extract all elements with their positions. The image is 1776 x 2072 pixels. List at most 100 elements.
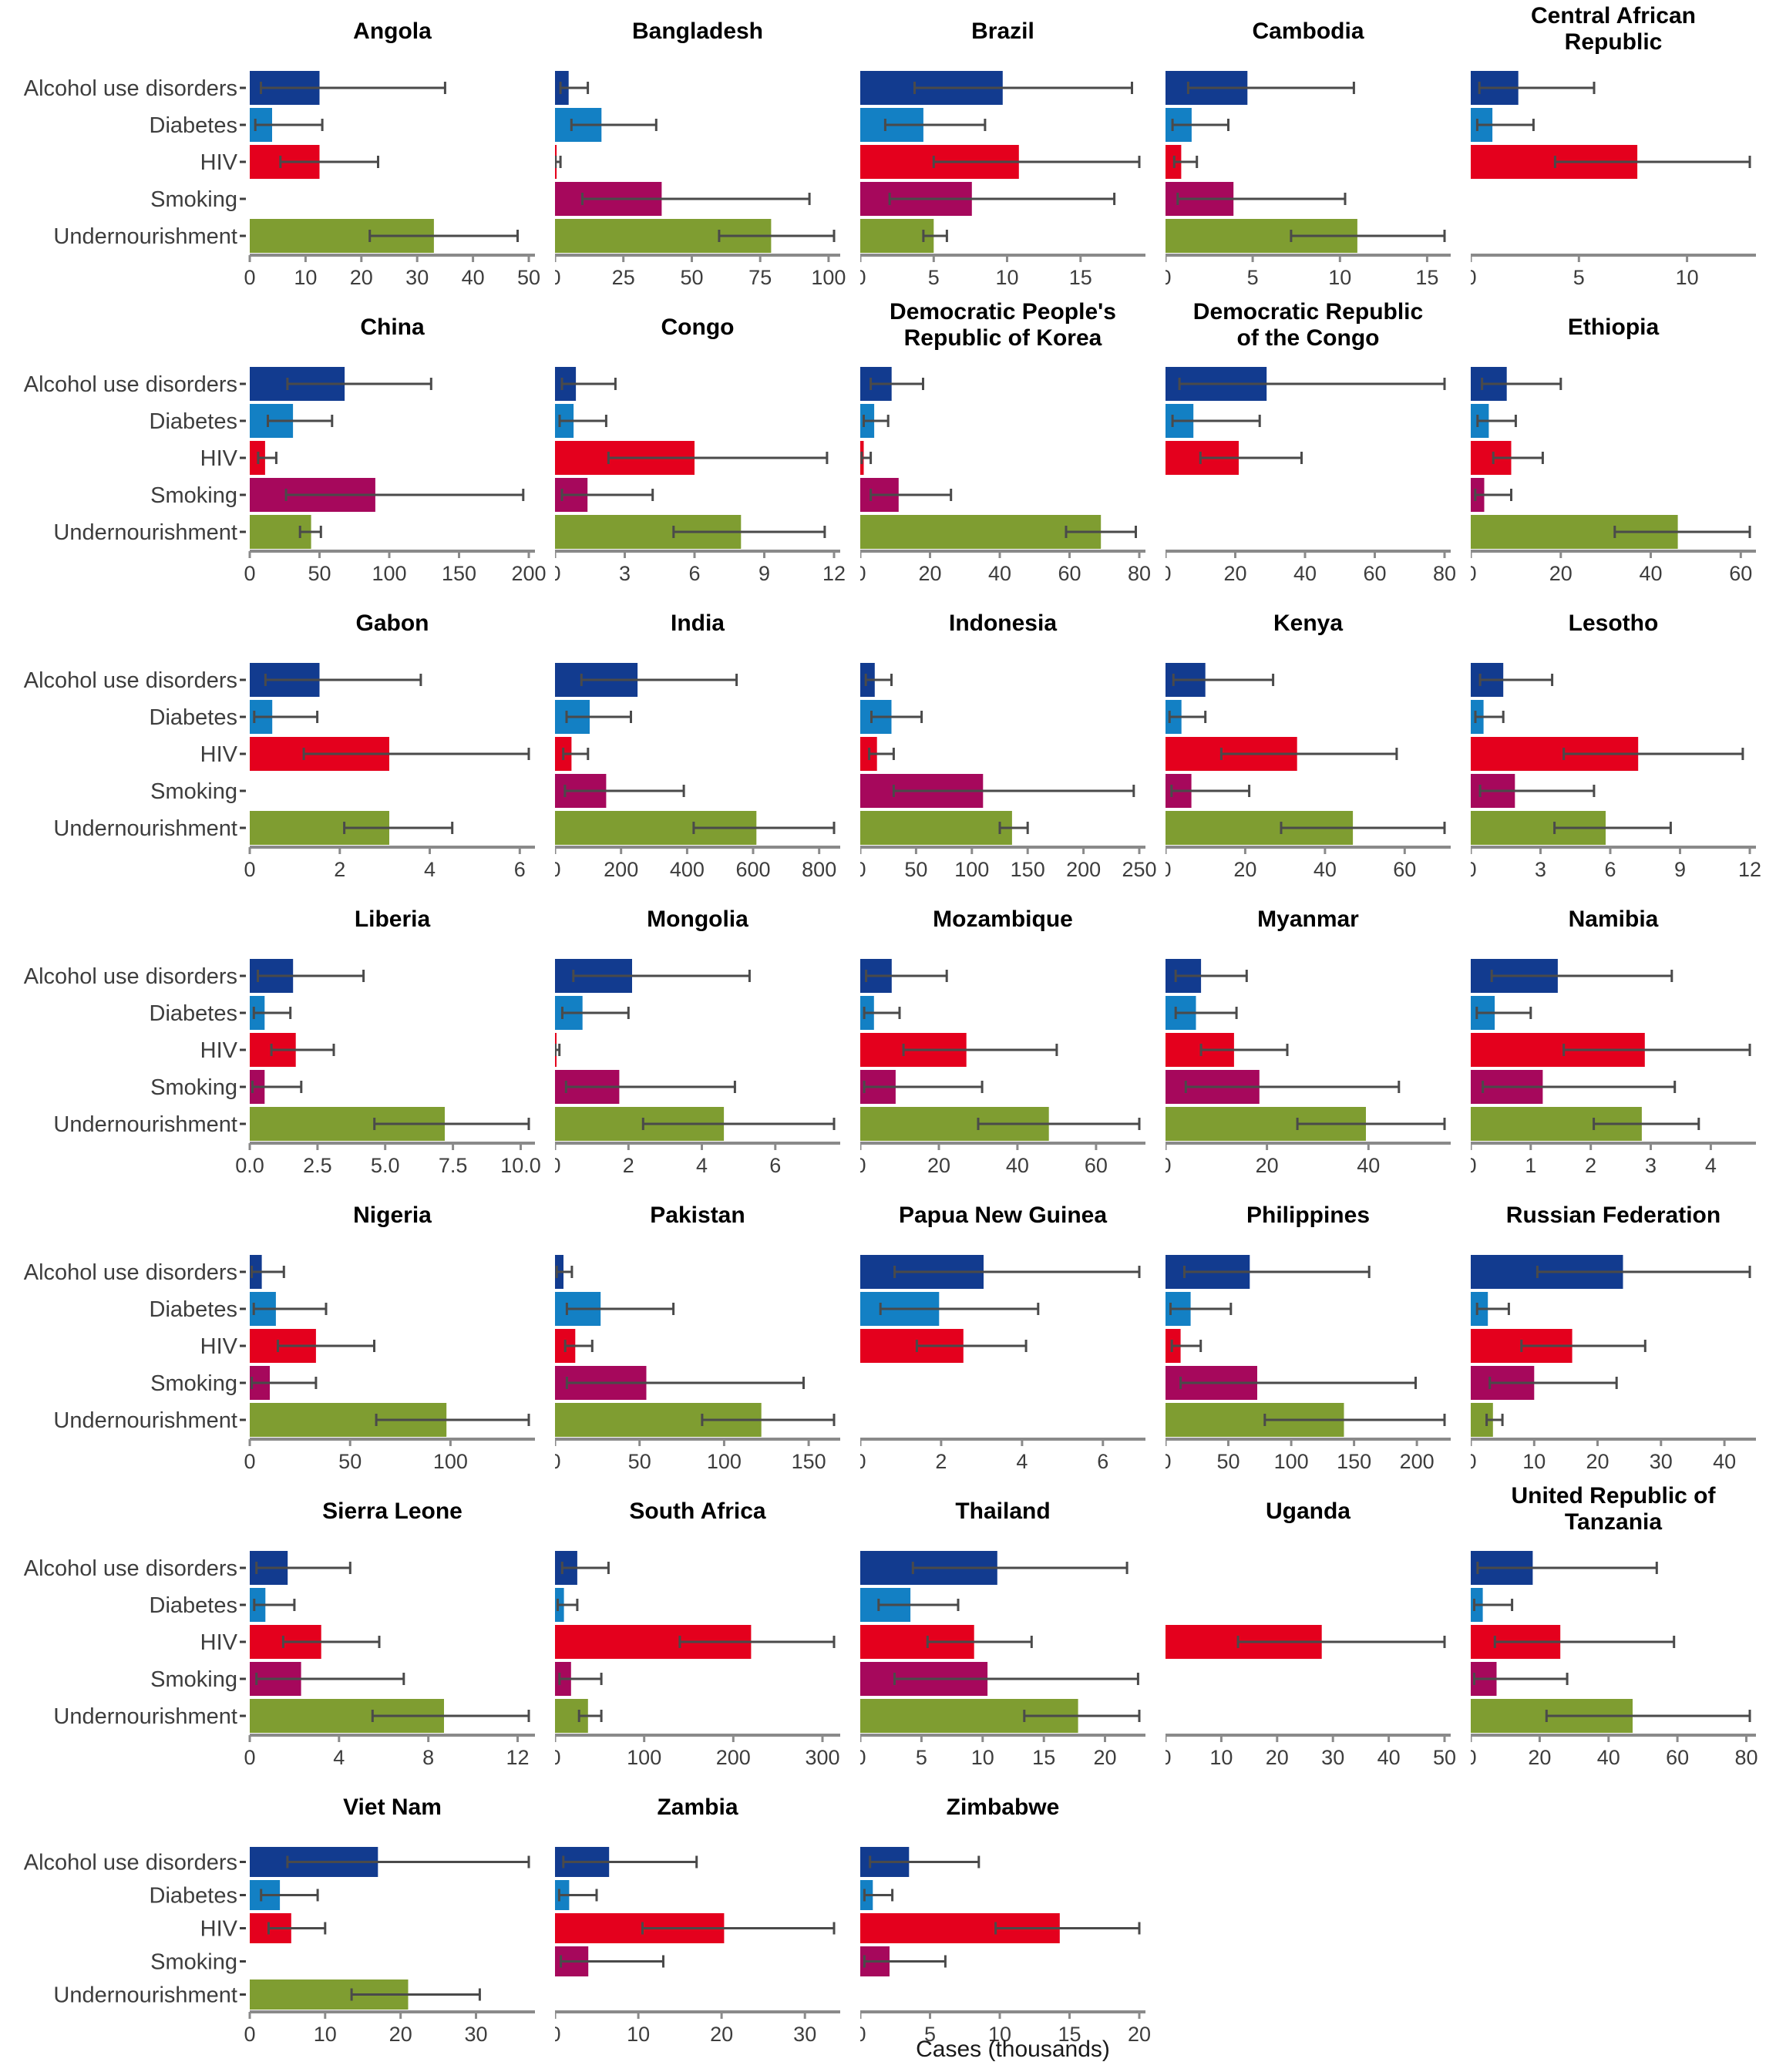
errorbar-smoking (1488, 1377, 1618, 1389)
x-tick-label: 0 (1471, 1450, 1477, 1473)
errorbar-diabetes (1174, 1007, 1238, 1019)
x-tick-label: 20 (1223, 562, 1246, 585)
x-tick-label: 10 (627, 2023, 650, 2046)
x-axis-label: Cases (thousands) (916, 2037, 1110, 2062)
errorbar-smoking (560, 489, 654, 501)
x-tick-label: 30 (1321, 1746, 1344, 1769)
x-tick-label: 10 (1328, 266, 1351, 289)
x-tick-label: 40 (1357, 1154, 1380, 1177)
x-tick-label: 20 (389, 2023, 412, 2046)
chart-congo: Congo 0 3 6 9 12 (555, 314, 846, 585)
x-tick-label: 60 (1363, 562, 1386, 585)
errorbar-undernourishment (641, 1118, 836, 1130)
x-tick-label: 300 (805, 1746, 839, 1769)
errorbar-hiv (277, 1340, 375, 1352)
chart-russian-federation: Russian Federation 0 10 20 30 40 (1471, 1202, 1756, 1473)
chart-uganda: Uganda 0 10 20 30 40 50 (1166, 1498, 1456, 1769)
errorbar-hiv (902, 1044, 1058, 1056)
errorbar-smoking (870, 489, 953, 501)
y-category-label: Diabetes (150, 1297, 237, 1322)
errorbar-diabetes (557, 1889, 598, 1902)
x-tick-label: 50 (308, 562, 331, 585)
errorbar-alcohol (870, 378, 924, 390)
chart-india: India 0 200 400 600 800 (555, 610, 840, 881)
x-tick-label: 0 (244, 2023, 255, 2046)
bar-undernourishment (860, 515, 1102, 549)
chart-myanmar: Myanmar 0 20 40 (1166, 906, 1451, 1177)
x-tick-label: 40 (462, 266, 485, 289)
x-tick-label: 20 (1233, 858, 1256, 881)
y-category-label: Diabetes (150, 1884, 237, 1909)
y-category-label: Undernourishment (53, 520, 237, 545)
bar-undernourishment (860, 219, 934, 253)
errorbar-alcohol (555, 1266, 574, 1278)
x-tick-label: 15 (1069, 266, 1092, 289)
chart-gabon: Gabon Alcohol use disorders Diabetes HIV Smo… (24, 610, 535, 881)
errorbar-undernourishment (1613, 526, 1751, 538)
x-tick-label: 6 (1604, 858, 1616, 881)
errorbar-diabetes (252, 1007, 292, 1019)
x-tick-label: 50 (904, 858, 927, 881)
errorbar-diabetes (1168, 711, 1207, 723)
errorbar-smoking (563, 785, 685, 797)
errorbar-hiv (1199, 1044, 1289, 1056)
errorbar-alcohol (911, 1562, 1128, 1574)
x-tick-label: 0 (860, 858, 866, 881)
x-tick-label: 2.5 (303, 1154, 332, 1177)
x-tick-label: 5 (928, 266, 940, 289)
x-tick-label: 200 (1066, 858, 1101, 881)
x-tick-label: 200 (1400, 1450, 1435, 1473)
errorbar-hiv (281, 1636, 381, 1648)
errorbar-alcohol (260, 82, 446, 94)
errorbar-alcohol (893, 1266, 1141, 1278)
y-category-label: Smoking (150, 1950, 237, 1975)
x-tick-label: 10 (988, 2023, 1011, 2046)
x-tick-label: 60 (1729, 562, 1752, 585)
errorbar-undernourishment (1593, 1118, 1700, 1130)
x-tick-label: 50 (338, 1450, 362, 1473)
x-tick-label: 0 (1166, 266, 1172, 289)
errorbar-hiv (932, 156, 1141, 168)
x-tick-label: 20 (710, 2023, 733, 2046)
chart-title: South Africa (629, 1498, 766, 1524)
errorbar-smoking (251, 1377, 318, 1389)
x-tick-label: 2 (1585, 1154, 1596, 1177)
x-tick-label: 60 (1085, 1154, 1108, 1177)
errorbar-hiv (302, 748, 530, 760)
y-category-label: Diabetes (150, 1593, 237, 1618)
errorbar-undernourishment (298, 526, 322, 538)
x-tick-label: 200 (604, 858, 638, 881)
x-tick-label: 0 (555, 2023, 561, 2046)
x-tick-label: 40 (1377, 1746, 1401, 1769)
x-tick-label: 50 (1216, 1450, 1240, 1473)
y-category-label: Diabetes (150, 1001, 237, 1026)
errorbar-hiv (1492, 452, 1544, 464)
x-tick-label: 0 (244, 562, 255, 585)
x-tick-label: 10 (995, 266, 1018, 289)
errorbar-alcohol (869, 1855, 980, 1868)
errorbar-smoking (1170, 785, 1251, 797)
errorbar-hiv (562, 748, 590, 760)
x-tick-label: 10 (314, 2023, 337, 2046)
errorbar-hiv (257, 452, 278, 464)
errorbar-undernourishment (672, 526, 826, 538)
x-tick-label: 5 (916, 1746, 927, 1769)
errorbar-alcohol (865, 970, 948, 982)
chart-title: Gabon (356, 610, 429, 636)
chart-title: Bangladesh (632, 18, 763, 44)
chart-title: Philippines (1246, 1202, 1370, 1228)
x-tick-label: 100 (372, 562, 406, 585)
chart-kenya: Kenya 0 20 40 60 (1166, 610, 1451, 881)
x-tick-label: 20 (1549, 562, 1572, 585)
x-tick-label: 6 (769, 1154, 781, 1177)
x-tick-label: 0 (1471, 562, 1477, 585)
y-category-label: HIV (200, 1038, 238, 1063)
x-tick-label: 3 (619, 562, 631, 585)
errorbar-undernourishment (350, 1988, 481, 2001)
x-tick-label: 0 (860, 1746, 866, 1769)
errorbar-diabetes (1473, 1599, 1514, 1611)
errorbar-alcohol (1186, 82, 1355, 94)
chart-sierra-leone: Sierra Leone Alcohol use disorders Diabete… (24, 1498, 535, 1769)
y-category-label: Alcohol use disorders (24, 668, 237, 693)
